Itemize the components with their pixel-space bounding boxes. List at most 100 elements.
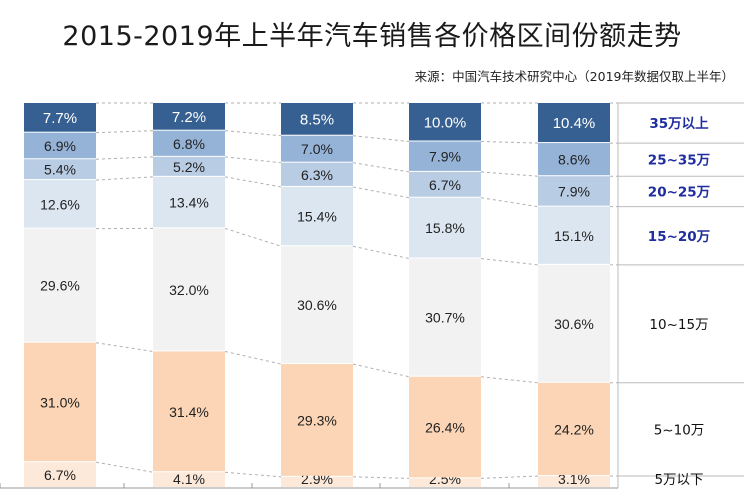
bar-segment [409,141,481,171]
connector-line [95,342,154,352]
chart-source-note: 来源：中国汽车技术研究中心（2019年数据仅取上半年） [414,69,734,84]
connector-line [480,141,539,144]
connector-line [95,461,154,473]
data-label: 31.0% [40,394,80,410]
bar-segment [409,478,481,487]
bar-segment [281,476,353,487]
data-label: 6.7% [44,467,76,483]
data-label: 15.1% [554,228,594,244]
bar-segment [538,206,610,264]
data-label: 6.3% [301,167,333,183]
legend-item: 25~35万 [648,153,710,169]
bar-segment [538,382,610,476]
legend-item: 10~15万 [649,317,708,333]
data-label: 10.4% [553,115,596,132]
bar-segment [409,103,481,141]
connector-line [352,245,410,260]
legend-item: 5万以下 [654,472,703,488]
data-label: 29.3% [297,412,337,428]
connector-line [224,471,282,478]
data-label: 7.7% [43,110,77,127]
data-label: 7.2% [172,109,206,126]
bar-segment [24,462,96,487]
data-label: 7.9% [429,149,461,165]
bar-segment [538,176,610,206]
connector-line [480,171,539,177]
bar-segment [24,103,96,132]
connector-line [224,130,282,137]
data-label: 5.4% [44,162,76,178]
data-label: 24.2% [554,421,594,437]
connector-line [352,162,410,173]
connector-line [480,197,539,208]
bar-segment [24,342,96,462]
bar-segment [153,176,225,228]
data-label: 15.8% [425,220,465,236]
data-label: 7.9% [558,183,590,199]
bar-segment [281,162,353,186]
legend-item: 20~25万 [648,184,710,200]
bar-segment [409,376,481,478]
data-label: 30.7% [425,310,465,326]
connector-line [224,350,282,365]
bar-segment [281,103,353,135]
bar-segment [538,143,610,176]
bar-segment [281,135,353,162]
data-label: 4.1% [173,471,205,487]
bar-segment [24,159,96,180]
bar-segment [24,180,96,228]
data-label: 32.0% [169,282,209,298]
bar-segment [409,258,481,376]
bar-segment [153,472,225,487]
chart-title: 2015-2019年上半年汽车销售各价格区间份额走势 [62,21,682,52]
legend-item: 15~20万 [648,229,710,245]
bar-segment [281,364,353,476]
data-label: 30.6% [554,316,594,332]
data-label: 6.7% [429,177,461,193]
data-label: 6.9% [44,138,76,154]
bar-segment [281,246,353,364]
connector-line [480,376,539,384]
bar-segment [538,476,610,487]
connector-line [224,156,282,164]
connector-line [95,176,154,181]
connector-line [480,475,539,479]
connector-line [95,130,154,134]
bar-segment [24,132,96,159]
data-label: 8.5% [300,111,334,128]
connector-line [95,156,154,160]
bar-segment [153,156,225,176]
legend-item: 35万以上 [649,116,709,132]
bar-segment [281,186,353,246]
bar-segment [153,228,225,351]
bar-segment [24,228,96,342]
data-label: 13.4% [169,195,209,211]
connector-line [352,476,410,479]
connector-line [224,176,282,188]
bar-segment [153,103,225,130]
bar-segment [153,130,225,156]
data-label: 31.4% [169,404,209,420]
bar-segment [538,103,610,143]
bar-segment [153,351,225,472]
data-label: 30.6% [297,297,337,313]
data-label: 5.2% [173,159,205,175]
data-label: 15.4% [297,209,337,225]
bar-segment [538,264,610,382]
connector-line [352,135,410,142]
bar-segment [409,171,481,197]
connector-line [352,186,410,199]
connector-line [352,363,410,378]
legend-item: 5~10万 [654,422,705,438]
bar-segment [409,197,481,258]
connector-line [224,227,282,247]
data-label: 26.4% [425,420,465,436]
data-label: 29.6% [40,278,80,294]
data-label: 12.6% [40,196,80,212]
data-label: 6.8% [173,136,205,152]
data-label: 8.6% [558,152,590,168]
connector-line [480,258,539,266]
data-label: 7.0% [301,141,333,157]
